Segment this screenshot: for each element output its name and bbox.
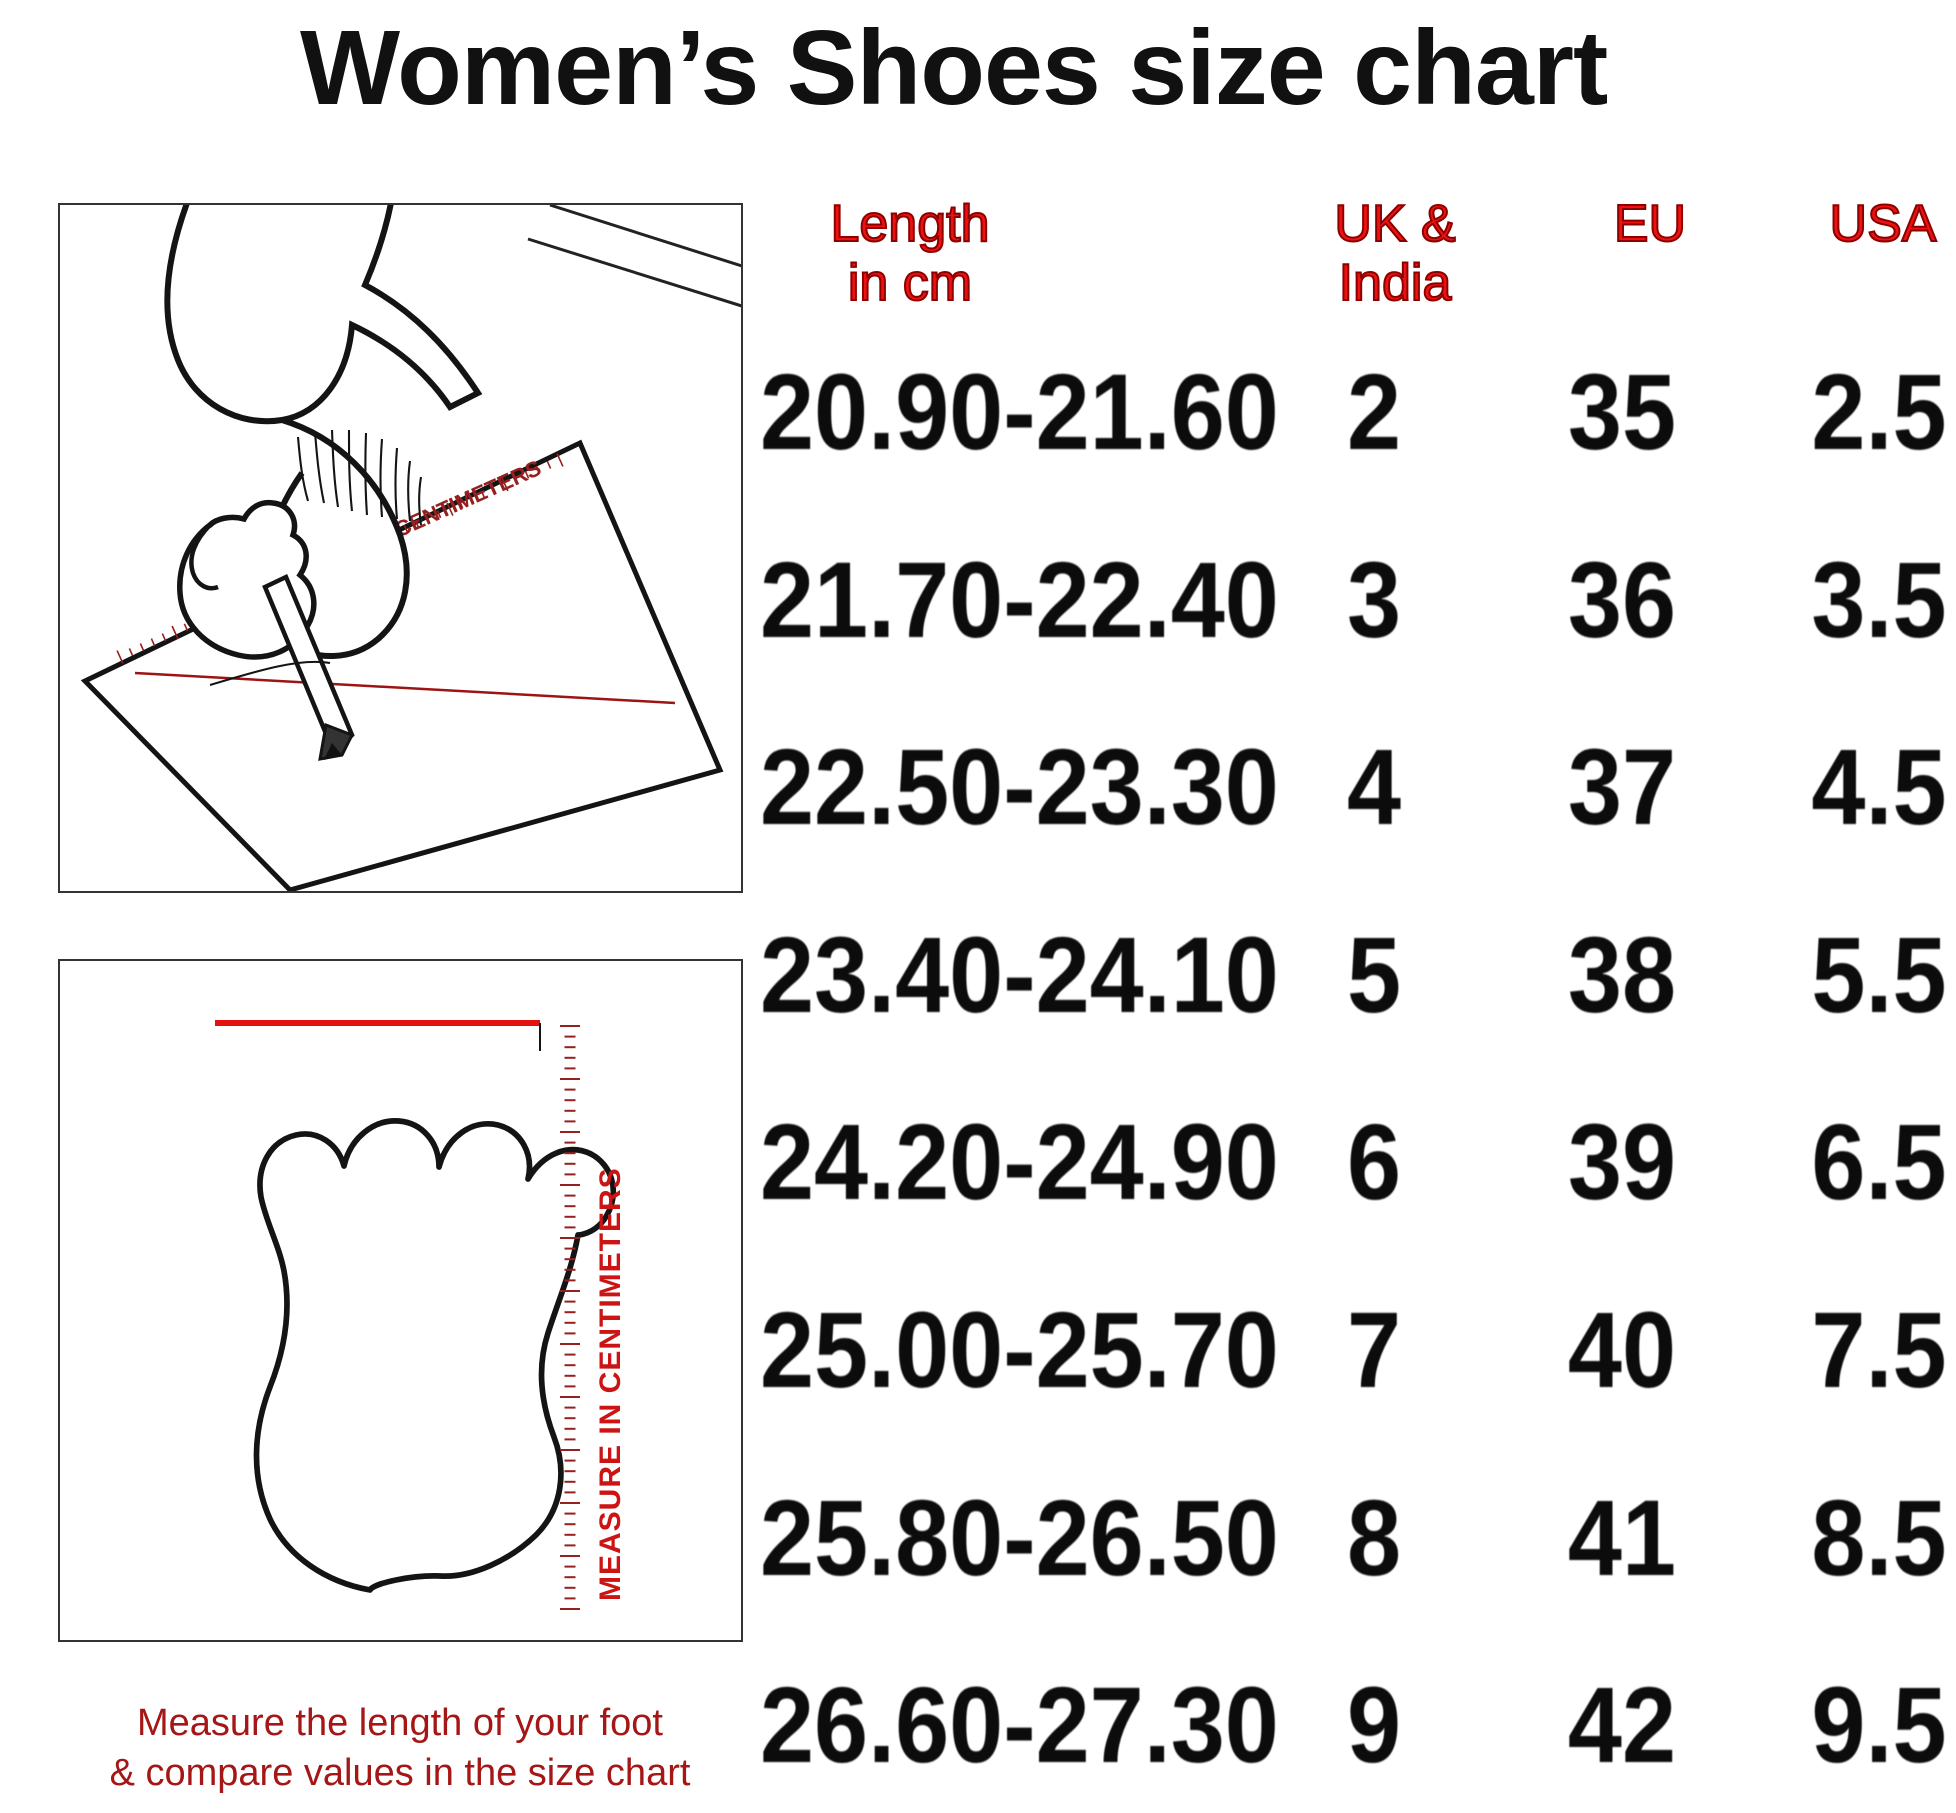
- svg-text:MEASURE IN CENTIMETERS: MEASURE IN CENTIMETERS: [594, 1167, 627, 1601]
